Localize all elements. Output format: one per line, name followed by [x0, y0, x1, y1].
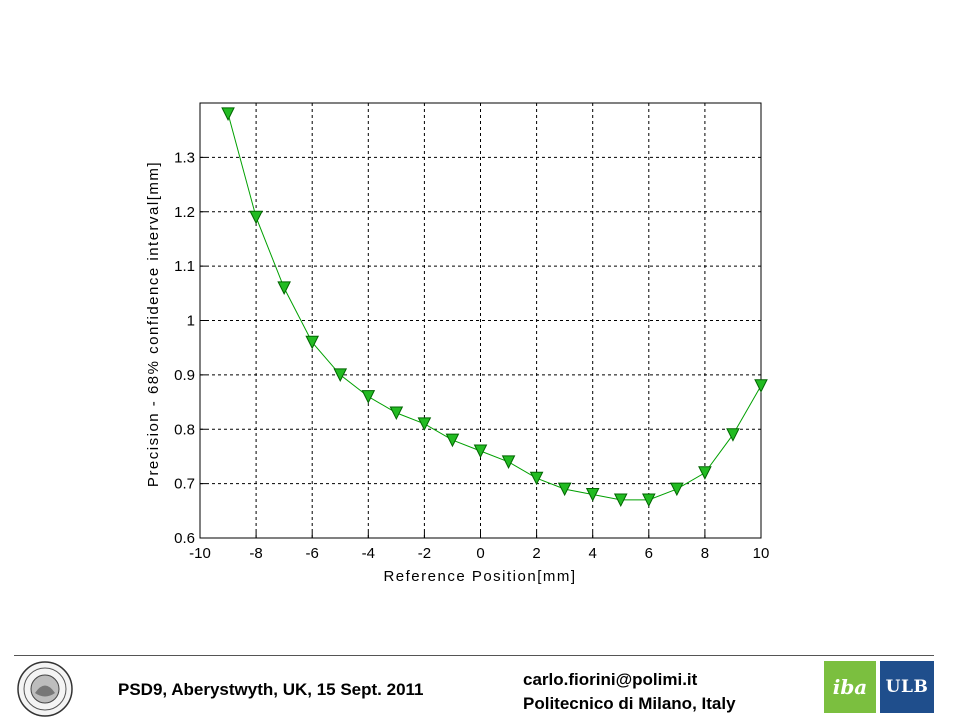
data-point-marker	[698, 466, 712, 480]
chart: -10 -8 -6 -4 -2 0 2 4 6 8 10 0.6 0.7 0.8 0.9 1 1.1 1.2 1.3…	[145, 102, 769, 585]
y-tick-label: 1.2	[174, 204, 195, 221]
contact-email: carlo.fiorini@polimi.it	[523, 670, 698, 689]
politecnico-seal-logo	[17, 661, 73, 717]
data-point-marker	[445, 433, 460, 448]
data-point-marker	[585, 488, 600, 502]
y-axis-label: Precision - 68% confidence interval[mm]	[145, 161, 162, 487]
x-tick-label: 6	[645, 545, 653, 562]
grid	[200, 103, 761, 538]
axes	[199, 102, 762, 539]
conference-info: PSD9, Aberystwyth, UK, 15 Sept. 2011	[118, 680, 424, 699]
x-tick-label: -2	[418, 545, 431, 562]
data-point-marker	[726, 428, 740, 442]
footer-divider	[14, 655, 934, 656]
y-tick-label: 0.7	[174, 476, 195, 493]
data-point-marker	[361, 390, 376, 404]
data-point-marker	[417, 417, 432, 431]
data-point-marker	[613, 493, 628, 508]
x-tick-label: -6	[306, 545, 319, 562]
y-tick-label: 1.1	[174, 258, 195, 275]
data-point-marker	[389, 406, 404, 421]
data-point-marker	[641, 493, 656, 508]
labels: -10 -8 -6 -4 -2 0 2 4 6 8 10 0.6 0.7 0.8 0.9 1 1.1 1.2 1.3	[174, 149, 769, 562]
data-point-marker	[557, 482, 572, 497]
x-axis-label: Reference Position[mm]	[383, 568, 576, 585]
data-point-marker	[277, 281, 291, 295]
series-layer	[221, 107, 768, 508]
data-point-marker	[473, 444, 488, 459]
y-tick-label: 1	[187, 313, 195, 330]
data-point-marker	[529, 471, 544, 486]
x-tick-label: 8	[701, 545, 709, 562]
data-point-marker	[754, 379, 768, 393]
y-tick-label: 1.3	[174, 149, 195, 166]
ulb-logo: ULB	[880, 661, 934, 713]
y-tick-label: 0.9	[174, 367, 195, 384]
data-point-marker	[670, 482, 684, 497]
series-line	[227, 113, 762, 501]
contact-info: carlo.fiorini@polimi.it Politecnico di M…	[523, 668, 736, 716]
data-point-marker	[333, 368, 348, 382]
data-point-marker	[501, 455, 516, 469]
x-tick-label: 0	[476, 545, 484, 562]
x-tick-label: -4	[362, 545, 375, 562]
institution-name: Politecnico di Milano, Italy	[523, 694, 736, 713]
y-tick-label: 0.6	[174, 530, 195, 547]
x-tick-label: 4	[589, 545, 597, 562]
data-point-marker	[221, 107, 235, 121]
x-tick-label: 2	[532, 545, 540, 562]
x-tick-label: -10	[189, 545, 211, 562]
x-tick-label: -8	[249, 545, 262, 562]
x-tick-label: 10	[753, 545, 770, 562]
data-point-marker	[305, 335, 320, 350]
y-tick-label: 0.8	[174, 421, 195, 438]
iba-logo: iba	[824, 661, 876, 713]
data-point-marker	[249, 210, 263, 225]
